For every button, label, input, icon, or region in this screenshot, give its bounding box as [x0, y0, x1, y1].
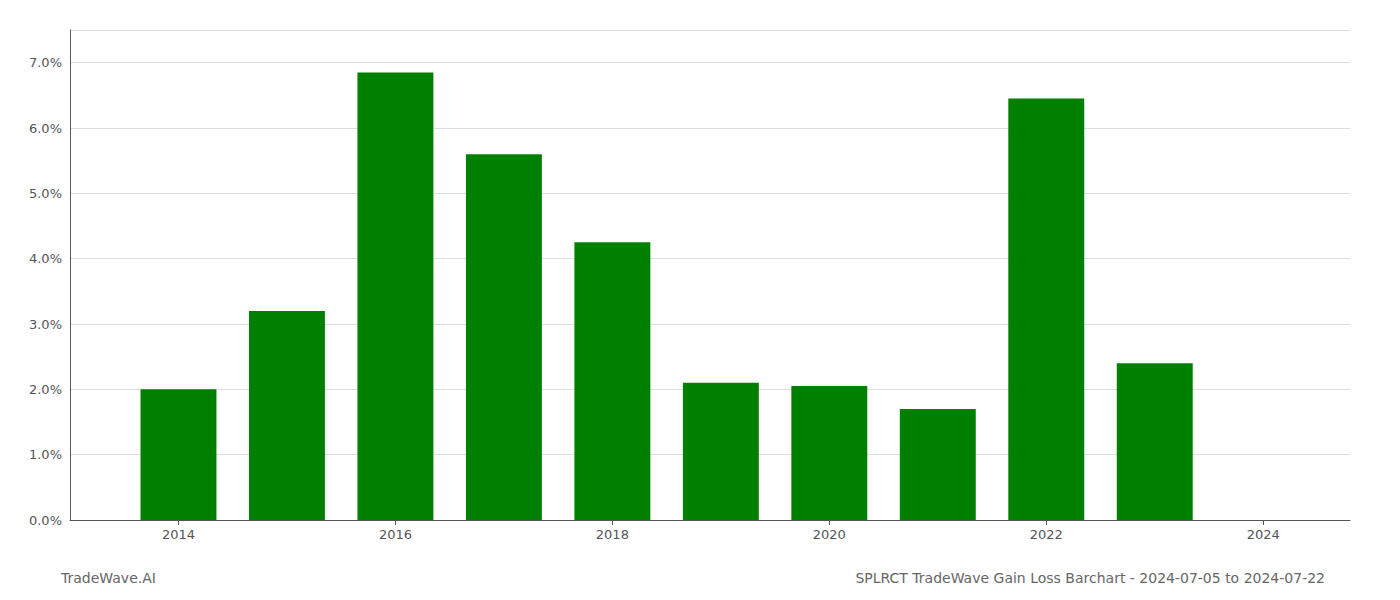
- svg-text:2024: 2024: [1247, 527, 1280, 542]
- svg-text:0.0%: 0.0%: [29, 513, 62, 528]
- svg-text:7.0%: 7.0%: [29, 55, 62, 70]
- svg-text:2022: 2022: [1030, 527, 1063, 542]
- svg-text:2016: 2016: [379, 527, 412, 542]
- svg-text:SPLRCT TradeWave Gain Loss Bar: SPLRCT TradeWave Gain Loss Barchart - 20…: [855, 570, 1325, 586]
- svg-text:2014: 2014: [162, 527, 195, 542]
- svg-text:1.0%: 1.0%: [29, 447, 62, 462]
- svg-text:5.0%: 5.0%: [29, 186, 62, 201]
- svg-text:6.0%: 6.0%: [29, 121, 62, 136]
- svg-text:2020: 2020: [813, 527, 846, 542]
- svg-text:2018: 2018: [596, 527, 629, 542]
- svg-text:TradeWave.AI: TradeWave.AI: [60, 570, 156, 586]
- svg-text:2.0%: 2.0%: [29, 382, 62, 397]
- svg-text:4.0%: 4.0%: [29, 251, 62, 266]
- svg-text:3.0%: 3.0%: [29, 317, 62, 332]
